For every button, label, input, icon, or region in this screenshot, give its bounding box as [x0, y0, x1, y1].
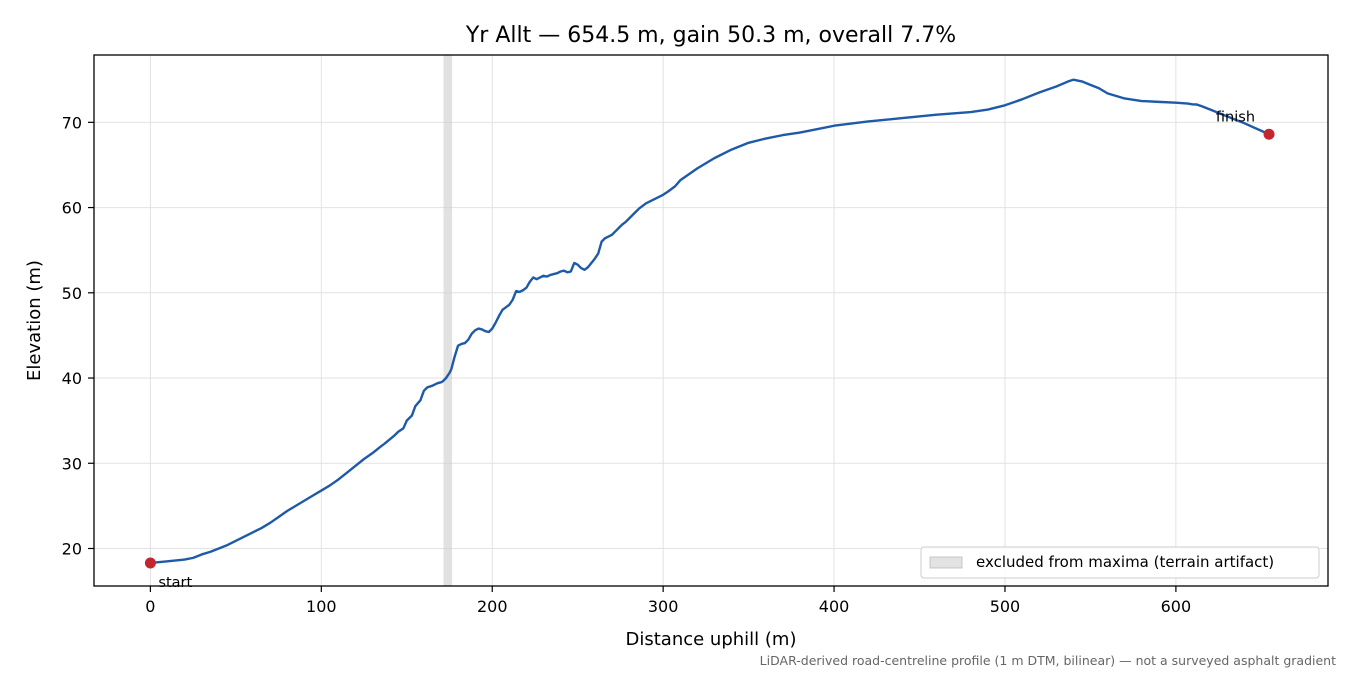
excluded-band-layer	[443, 55, 453, 586]
y-tick-label: 50	[62, 284, 82, 303]
x-tick-label: 500	[990, 597, 1021, 616]
marker-finish	[1263, 128, 1275, 140]
y-tick-label: 70	[62, 113, 82, 132]
legend: excluded from maxima (terrain artifact)	[920, 546, 1320, 579]
x-tick-label: 200	[477, 597, 508, 616]
marker-label-start: start	[158, 575, 192, 591]
x-tick-label: 600	[1161, 597, 1192, 616]
plot-frame	[93, 54, 1329, 587]
x-tick-label: 400	[819, 597, 850, 616]
marker-start	[144, 557, 156, 569]
y-tick-label: 60	[62, 199, 82, 218]
grid-layer	[94, 55, 1328, 586]
marker-label-finish: finish	[1216, 109, 1255, 125]
x-tick-label: 300	[648, 597, 679, 616]
y-tick-label: 40	[62, 369, 82, 388]
chart-title: Yr Allt — 654.5 m, gain 50.3 m, overall …	[465, 23, 956, 48]
chart-footnote: LiDAR-derived road-centreline profile (1…	[760, 653, 1336, 668]
y-tick-label: 30	[62, 454, 82, 473]
y-tick-label: 20	[62, 539, 82, 558]
x-tick-label: 100	[306, 597, 337, 616]
legend-frame	[920, 546, 1320, 579]
excluded-band	[443, 55, 453, 586]
legend-swatch-excluded	[929, 556, 963, 569]
x-axis-label: Distance uphill (m)	[626, 629, 797, 650]
elevation-line	[149, 78, 1271, 565]
x-axis-ticks: 0 100 200 300 400 500 600	[145, 586, 1191, 616]
y-axis-ticks: 20 30 40 50 60 70	[62, 113, 94, 558]
series-layer	[149, 78, 1271, 565]
x-tick-label: 0	[145, 597, 155, 616]
marker-layer: start finish	[144, 109, 1275, 591]
y-axis-label: Elevation (m)	[24, 260, 45, 381]
legend-label-excluded: excluded from maxima (terrain artifact)	[976, 553, 1274, 571]
